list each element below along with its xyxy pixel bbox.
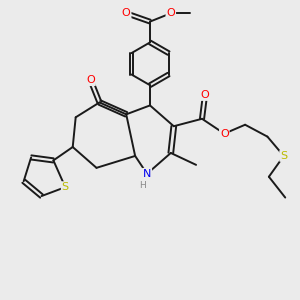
Text: O: O [86, 75, 95, 85]
Text: S: S [62, 182, 69, 192]
Text: H: H [139, 181, 146, 190]
Text: S: S [280, 151, 287, 161]
Text: O: O [122, 8, 130, 18]
Text: O: O [167, 8, 175, 18]
Text: O: O [220, 129, 229, 139]
Text: N: N [143, 169, 151, 179]
Text: O: O [201, 90, 209, 100]
